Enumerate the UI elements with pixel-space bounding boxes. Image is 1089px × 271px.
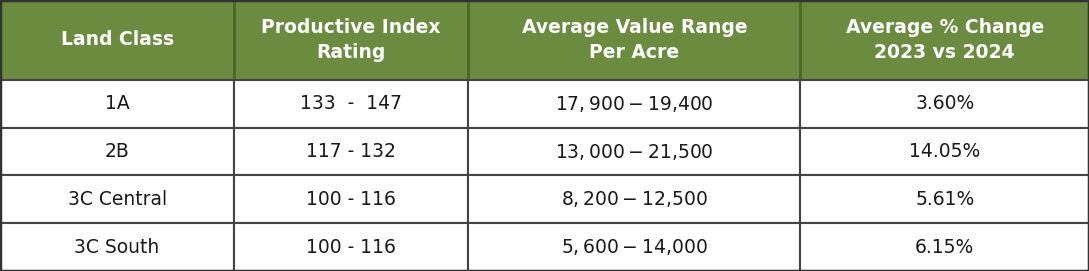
Text: $8,200 - $12,500: $8,200 - $12,500 (561, 189, 708, 209)
Bar (0, 0, 234, 80)
Bar (0, 128, 234, 176)
Bar (234, 80, 468, 128)
Text: 6.15%: 6.15% (915, 238, 975, 257)
Text: Average Value Range
Per Acre: Average Value Range Per Acre (522, 18, 747, 62)
Text: Productive Index
Rating: Productive Index Rating (261, 18, 441, 62)
Bar (0, 223, 234, 271)
Bar (0, 80, 234, 128)
Bar (234, 176, 468, 223)
Text: 133  -  147: 133 - 147 (301, 94, 402, 113)
Text: $5,600 - $14,000: $5,600 - $14,000 (561, 237, 708, 257)
Text: 3C South: 3C South (74, 238, 160, 257)
Text: $13,000 - $21,500: $13,000 - $21,500 (555, 141, 713, 162)
Bar (234, 223, 468, 271)
Bar (468, 176, 800, 223)
Bar (234, 0, 468, 80)
Text: 5.61%: 5.61% (915, 190, 975, 209)
Bar (234, 128, 468, 176)
Bar (800, 128, 1089, 176)
Bar (468, 80, 800, 128)
Bar (800, 0, 1089, 80)
Bar (468, 223, 800, 271)
Text: 100 - 116: 100 - 116 (306, 238, 396, 257)
Bar (468, 128, 800, 176)
Bar (800, 176, 1089, 223)
Text: $17,900 - $19,400: $17,900 - $19,400 (555, 94, 713, 114)
Text: 2B: 2B (105, 142, 130, 161)
Bar (800, 223, 1089, 271)
Text: 14.05%: 14.05% (909, 142, 980, 161)
Bar (0, 176, 234, 223)
Text: 117 - 132: 117 - 132 (306, 142, 396, 161)
Text: Land Class: Land Class (61, 30, 173, 50)
Text: 100 - 116: 100 - 116 (306, 190, 396, 209)
Bar (468, 0, 800, 80)
Text: 3.60%: 3.60% (915, 94, 975, 113)
Text: 1A: 1A (105, 94, 130, 113)
Bar (800, 80, 1089, 128)
Text: 3C Central: 3C Central (68, 190, 167, 209)
Text: Average % Change
2023 vs 2024: Average % Change 2023 vs 2024 (845, 18, 1044, 62)
